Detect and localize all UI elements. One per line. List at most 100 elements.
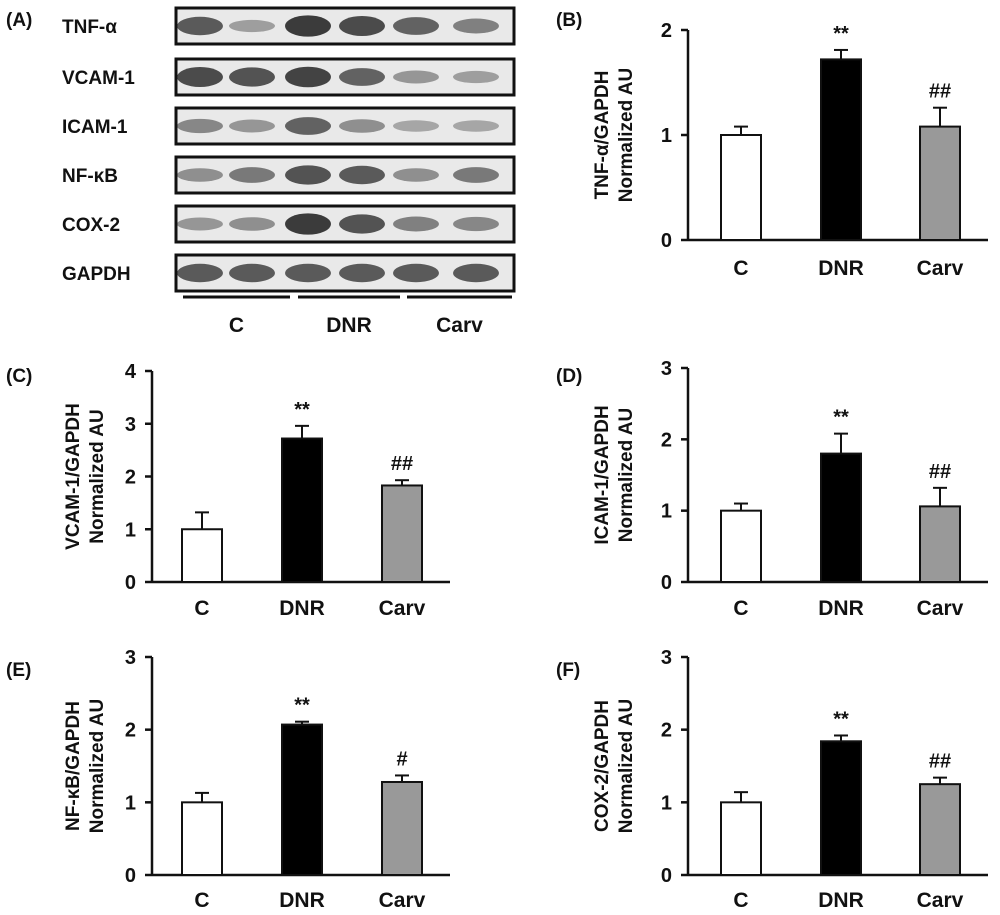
category-label-0-0: C	[733, 257, 748, 280]
y-tick-label-3-2: 2	[125, 720, 136, 742]
blot-band-4-3	[339, 214, 385, 234]
category-label-1-2: Carv	[379, 597, 426, 620]
bar-charts: (B) 0 1 2 TNF-α/GAPDH Normalized AU C ** DNR ## Ca…	[6, 10, 988, 912]
blot-band-2-0	[177, 118, 223, 134]
significance-2-2: ##	[929, 461, 951, 483]
y-tick-label-3-1: 1	[125, 792, 136, 814]
y-tick-label-1-3: 3	[125, 414, 136, 436]
y-tick-label-3-3: 3	[125, 647, 136, 669]
blot-group-label-2: Carv	[436, 314, 483, 337]
blot-band-0-5	[453, 18, 499, 34]
category-label-1-1: DNR	[279, 597, 325, 620]
chart-3: (E) 0 1 2 3 NF-κB/GAPDH Normalized AU C ** DNR # Ca…	[6, 647, 450, 912]
blot-label-0: TNF-α	[62, 17, 117, 38]
blot-band-4-1	[229, 217, 275, 231]
significance-2-1: **	[833, 407, 849, 429]
blot-band-5-4	[393, 263, 439, 283]
y-tick-label-4-2: 2	[661, 720, 672, 742]
blot-band-3-5	[453, 167, 499, 183]
blot-band-3-0	[177, 168, 223, 182]
category-label-4-1: DNR	[818, 889, 864, 912]
panel-letter-2: (D)	[556, 366, 582, 387]
chart-2: (D) 0 1 2 3 ICAM-1/GAPDH Normalized AU C ** DNR ##…	[556, 358, 988, 620]
significance-4-1: **	[833, 708, 849, 730]
blot-band-3-2	[285, 165, 331, 185]
blot-band-0-4	[393, 17, 439, 35]
y-tick-label-0-0: 0	[661, 230, 672, 252]
panel-letter-1: (C)	[6, 366, 32, 387]
blot-band-1-4	[393, 70, 439, 84]
blot-band-0-0	[177, 16, 223, 36]
y-tick-label-2-2: 2	[661, 429, 672, 451]
y-tick-label-2-1: 1	[661, 501, 672, 523]
blot-band-1-2	[285, 66, 331, 88]
y-tick-label-1-2: 2	[125, 467, 136, 489]
blot-band-1-5	[453, 70, 499, 84]
blot-group-label-1: DNR	[326, 314, 372, 337]
bar-2-2	[919, 505, 961, 583]
panel-letter-3: (E)	[6, 660, 31, 681]
blot-band-2-4	[393, 120, 439, 132]
blot-label-5: GAPDH	[62, 264, 131, 285]
blot-band-5-0	[177, 263, 223, 283]
significance-1-1: **	[294, 399, 310, 421]
blot-band-0-1	[229, 19, 275, 33]
bar-3-0	[181, 801, 223, 876]
bar-2-1	[820, 452, 862, 583]
bar-1-0	[181, 528, 223, 583]
blot-label-3: NF-κB	[62, 166, 118, 187]
blot-band-0-3	[339, 16, 385, 36]
bar-0-1	[820, 58, 862, 242]
significance-1-2: ##	[391, 453, 413, 475]
y-tick-label-1-4: 4	[125, 361, 137, 383]
blot-band-2-1	[229, 119, 275, 133]
category-label-1-0: C	[194, 597, 209, 620]
bar-1-2	[381, 484, 423, 583]
blot-band-4-0	[177, 217, 223, 231]
blot-band-3-4	[393, 168, 439, 182]
y-tick-label-4-0: 0	[661, 865, 672, 887]
bar-0-2	[919, 125, 961, 241]
y-axis-label-3: NF-κB/GAPDH Normalized AU	[63, 699, 108, 833]
category-label-4-0: C	[733, 889, 748, 912]
y-tick-label-2-0: 0	[661, 572, 672, 594]
bar-1-1	[281, 437, 323, 583]
y-axis-label-1: VCAM-1/GAPDH Normalized AU	[63, 403, 108, 550]
bar-4-1	[820, 740, 862, 876]
y-tick-label-1-0: 0	[125, 572, 136, 594]
category-label-2-2: Carv	[917, 597, 964, 620]
category-label-3-1: DNR	[279, 889, 325, 912]
category-label-0-1: DNR	[818, 257, 864, 280]
blot-band-5-2	[285, 263, 331, 283]
blot-band-1-0	[177, 67, 223, 87]
bar-0-0	[720, 134, 762, 241]
chart-1: (C) 0 1 2 3 4 VCAM-1/GAPDH Normalized AU C ** DNR #…	[6, 361, 450, 620]
bar-2-0	[720, 509, 762, 583]
bar-3-1	[281, 723, 323, 877]
y-tick-label-0-2: 2	[661, 20, 672, 42]
blot-label-1: VCAM-1	[62, 68, 135, 89]
blot-band-3-1	[229, 167, 275, 183]
category-label-4-2: Carv	[917, 889, 964, 912]
significance-0-2: ##	[929, 81, 951, 103]
significance-4-2: ##	[929, 751, 951, 773]
y-axis-label-0: TNF-α/GAPDH Normalized AU	[592, 68, 637, 202]
blot-band-1-3	[339, 68, 385, 86]
blot-band-4-2	[285, 213, 331, 235]
blot-band-4-4	[393, 216, 439, 232]
blot-label-2: ICAM-1	[62, 117, 128, 138]
blot-label-4: COX-2	[62, 215, 120, 236]
blot-band-2-5	[453, 120, 499, 132]
blot-band-5-5	[453, 263, 499, 283]
y-tick-label-4-1: 1	[661, 792, 672, 814]
blot-band-0-2	[285, 15, 331, 37]
bar-4-0	[720, 801, 762, 876]
bar-4-2	[919, 783, 961, 877]
blot-band-3-3	[339, 165, 385, 185]
category-label-0-2: Carv	[917, 257, 964, 280]
category-label-2-0: C	[733, 597, 748, 620]
category-label-2-1: DNR	[818, 597, 864, 620]
chart-0: (B) 0 1 2 TNF-α/GAPDH Normalized AU C ** DNR ## Ca…	[556, 10, 988, 280]
blot-band-4-5	[453, 216, 499, 232]
